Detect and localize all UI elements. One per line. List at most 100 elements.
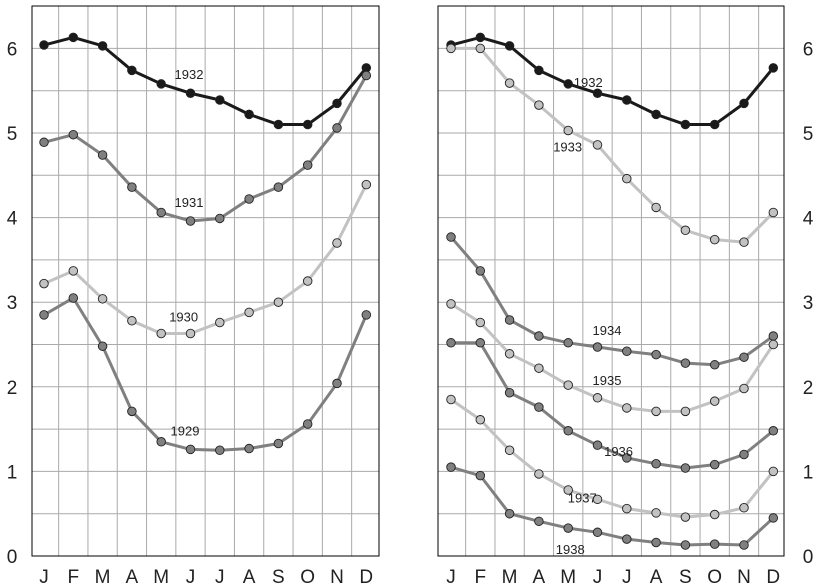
data-point-1935 (739, 383, 749, 394)
data-point-1929 (156, 437, 166, 447)
data-point-1929 (361, 310, 372, 320)
data-point-1936 (592, 440, 603, 450)
data-point-1935 (534, 363, 544, 373)
data-point-1936 (651, 459, 661, 469)
data-point-1934 (592, 342, 603, 352)
data-point-1934 (563, 338, 573, 348)
data-point-1929 (215, 445, 225, 456)
y-tick-label: 2 (7, 378, 18, 399)
data-point-1932 (709, 119, 720, 130)
data-point-1938 (563, 523, 573, 533)
x-tick-label: M (95, 567, 111, 588)
data-point-1937 (709, 509, 720, 520)
data-point-1936 (504, 387, 515, 398)
data-point-1937 (651, 508, 661, 518)
data-point-1931 (361, 70, 372, 81)
y-tick-label: 1 (7, 462, 18, 483)
data-point-1932 (534, 65, 544, 76)
data-point-1931 (185, 216, 196, 226)
data-point-1932 (156, 79, 166, 89)
y-tick-label: 3 (803, 293, 814, 314)
data-point-1933 (768, 207, 779, 218)
data-point-1935 (768, 339, 779, 350)
data-point-1934 (504, 315, 515, 325)
y-tick-label: 1 (803, 462, 814, 483)
data-point-1936 (768, 426, 779, 436)
data-point-1931 (273, 182, 284, 192)
data-point-1936 (680, 463, 691, 473)
x-tick-label: M (502, 567, 518, 588)
data-point-1935 (680, 406, 691, 417)
data-point-1935 (592, 393, 603, 403)
data-point-1933 (504, 78, 515, 88)
x-tick-label: M (560, 567, 576, 588)
y-tick-label: 2 (803, 378, 814, 399)
data-point-1933 (680, 225, 691, 236)
data-point-1934 (475, 266, 486, 276)
series-line-1931 (43, 74, 368, 223)
data-point-1931 (244, 194, 254, 204)
data-point-1932 (39, 40, 49, 50)
data-point-1931 (127, 182, 137, 192)
data-point-1933 (534, 100, 544, 110)
series-line-1936 (451, 341, 775, 470)
data-point-1938 (651, 537, 661, 548)
data-point-1937 (768, 466, 779, 477)
data-point-1938 (592, 527, 603, 538)
data-point-1935 (622, 403, 632, 413)
data-point-1933 (475, 43, 486, 54)
data-point-1936 (563, 426, 573, 436)
data-point-1931 (156, 207, 166, 218)
data-point-1930 (361, 179, 372, 190)
series-label-1938: 1938 (556, 542, 585, 557)
series-label-1932: 1932 (574, 75, 603, 90)
data-point-1936 (446, 338, 456, 348)
data-point-1934 (651, 349, 661, 360)
data-point-1930 (185, 328, 196, 339)
data-point-1935 (563, 380, 573, 390)
series-label-1929: 1929 (171, 423, 200, 438)
x-tick-label: D (766, 567, 780, 588)
x-tick-label: A (650, 567, 663, 588)
data-point-1932 (273, 119, 284, 130)
series-label-1930: 1930 (169, 310, 198, 325)
data-point-1934 (768, 331, 779, 341)
data-point-1932 (622, 95, 632, 105)
y-tick-label: 5 (7, 124, 18, 145)
data-point-1930 (68, 266, 79, 276)
x-tick-label: A (533, 567, 546, 588)
data-point-1933 (622, 173, 632, 184)
data-point-1936 (534, 402, 544, 412)
x-tick-label: O (707, 567, 722, 588)
plot-frame (31, 5, 380, 557)
data-point-1932 (739, 98, 749, 109)
x-tick-label: N (330, 567, 344, 588)
series-label-1931: 1931 (175, 195, 204, 210)
data-point-1932 (592, 88, 603, 98)
data-point-1932 (97, 41, 108, 51)
data-point-1933 (709, 234, 720, 245)
data-point-1938 (504, 508, 515, 519)
data-point-1931 (68, 129, 79, 140)
data-point-1932 (244, 109, 254, 120)
data-point-1938 (680, 540, 691, 550)
data-point-1937 (534, 469, 544, 479)
data-point-1932 (768, 63, 779, 73)
data-point-1932 (563, 79, 573, 89)
data-point-1930 (156, 328, 166, 339)
x-tick-label: J (186, 567, 196, 588)
data-point-1930 (127, 316, 137, 326)
data-point-1932 (651, 109, 661, 120)
data-point-1932 (680, 119, 691, 130)
plot-frame (437, 5, 785, 557)
x-tick-label: F (474, 567, 486, 588)
data-point-1932 (127, 65, 137, 76)
data-point-1935 (709, 396, 720, 406)
data-point-1929 (302, 419, 313, 429)
x-tick-label: N (737, 567, 751, 588)
data-point-1933 (446, 43, 456, 54)
series-line-1935 (450, 302, 775, 413)
y-tick-label: 6 (803, 39, 814, 60)
data-point-1938 (534, 516, 544, 527)
